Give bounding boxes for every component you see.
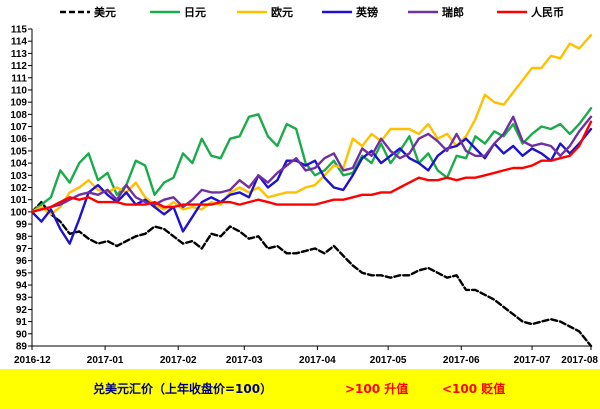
x-tick-label: 2017-05	[370, 355, 407, 366]
series-line-3	[30, 127, 593, 245]
y-tick-label: 108	[10, 110, 27, 121]
exchange-rate-chart: 美元 日元 欧元 英镑 瑞郎 人民币 89909192939495969798991001…	[10, 5, 598, 366]
y-tick-label: 103	[10, 171, 27, 182]
y-tick-label: 90	[16, 329, 28, 340]
x-tick-label: 2017-08	[561, 355, 598, 366]
legend-label-3: 英镑	[355, 5, 378, 19]
x-tick-label: 2017-07	[514, 355, 551, 366]
x-tick-label: 2017-02	[160, 355, 197, 366]
chart-legend: 美元 日元 欧元 英镑 瑞郎 人民币	[60, 5, 564, 19]
footer-banner: 兑美元汇价（上年收盘价=100） >100 升值 <100 贬值	[0, 369, 600, 409]
series-line-2	[30, 33, 593, 216]
legend-label-4: 瑞郎	[442, 5, 464, 19]
y-tick-label: 111	[11, 73, 27, 84]
x-tick-label: 2017-04	[299, 355, 336, 366]
legend-label-1: 日元	[184, 6, 206, 19]
series-line-4	[30, 115, 593, 214]
y-tick-label: 98	[16, 232, 28, 243]
y-tick-label: 115	[11, 25, 28, 36]
legend-label-0: 美元	[94, 5, 116, 19]
y-tick-label: 100	[10, 207, 27, 218]
y-tick-label: 94	[16, 281, 28, 292]
y-tick-label: 102	[10, 183, 27, 194]
y-tick-label: 113	[11, 49, 28, 60]
x-tick-label: 2017-01	[87, 355, 124, 366]
y-tick-label: 99	[16, 220, 28, 231]
y-tick-label: 95	[16, 268, 28, 279]
y-tick-label: 114	[11, 37, 28, 48]
series-line-5	[30, 120, 593, 214]
x-axis: 2016-12 2017-01 2017-02 2017-03 2017-04 2017-…	[14, 345, 598, 366]
y-tick-label: 105	[10, 146, 27, 157]
y-tick-label: 93	[16, 293, 28, 304]
y-tick-label: 96	[16, 256, 28, 267]
y-tick-label: 92	[16, 305, 28, 316]
y-tick-label: 89	[16, 342, 28, 353]
x-tick-label: 2017-06	[443, 355, 480, 366]
footer-appreciation-label: >100 升值	[345, 382, 409, 396]
legend-label-2: 欧元	[271, 5, 293, 19]
y-tick-label: 112	[11, 61, 28, 72]
x-tick-label: 2016-12	[14, 355, 51, 366]
footer-depreciation-label: <100 贬值	[442, 382, 506, 396]
legend-label-5: 人民币	[531, 5, 564, 19]
x-tick-label: 2017-03	[226, 355, 263, 366]
series-line-0	[30, 200, 593, 348]
y-tick-label: 106	[10, 134, 27, 145]
series-lines	[30, 33, 593, 348]
y-tick-label: 101	[10, 195, 27, 206]
y-tick-label: 107	[10, 122, 27, 133]
footer-main-label: 兑美元汇价（上年收盘价=100）	[93, 382, 273, 396]
y-tick-label: 109	[10, 98, 27, 109]
y-tick-label: 91	[16, 317, 28, 328]
y-tick-label: 104	[10, 159, 27, 170]
series-line-1	[30, 107, 593, 214]
y-tick-label: 97	[16, 244, 28, 255]
y-tick-label: 110	[11, 85, 28, 96]
